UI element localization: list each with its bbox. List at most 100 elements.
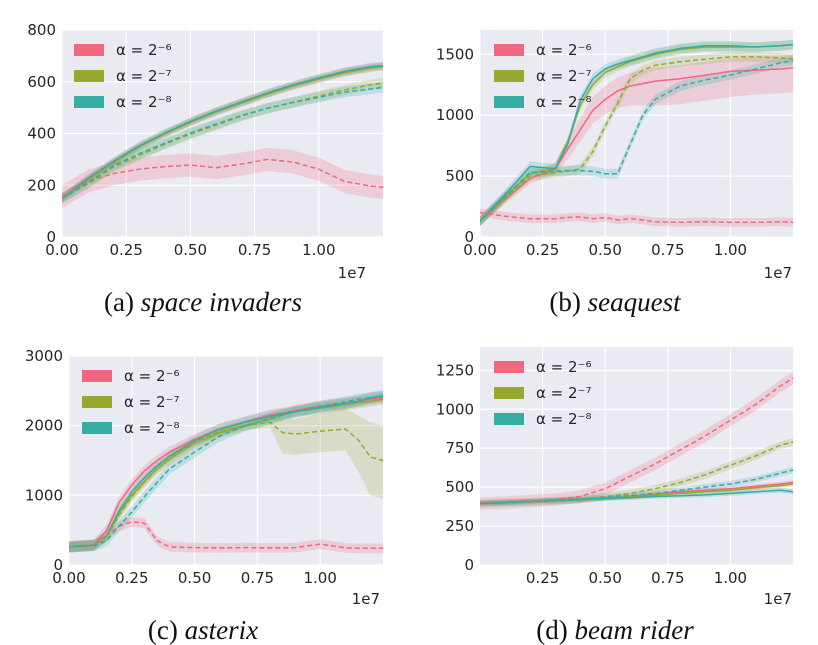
- legend-swatch-a6: [494, 361, 524, 373]
- legend-label-a8: α = 2⁻⁸: [116, 93, 171, 111]
- x-offset-label: 1e7: [352, 590, 380, 608]
- x-tick-label: 0.75: [241, 569, 274, 587]
- legend: α = 2⁻⁶ α = 2⁻⁷ α = 2⁻⁸: [494, 358, 591, 428]
- y-tick-label: 3000: [25, 347, 63, 365]
- x-tick-label: 0.25: [526, 569, 559, 587]
- series-band-a6-dashed: [62, 147, 383, 209]
- y-tick-label: 1000: [25, 486, 63, 504]
- plot-background: [480, 30, 793, 237]
- legend-swatch-a7: [494, 387, 524, 399]
- plot-background: [69, 356, 383, 565]
- x-tick-label: 0.00: [52, 569, 85, 587]
- series-line-a8-solid: [62, 64, 383, 199]
- panel-seaquest: (b) seaquest 1e7 0.00 0.25 0.50 0.75 1.00 0 50…: [436, 30, 793, 317]
- y-tick-label: 500: [445, 478, 474, 496]
- x-tick-label: 1.00: [714, 569, 747, 587]
- series-line-a8-solid: [480, 489, 793, 505]
- plot-area: [480, 39, 793, 227]
- y-tick-label: 750: [445, 439, 474, 457]
- caption: (b) seaquest: [549, 287, 682, 317]
- x-offset-label: 1e7: [764, 590, 792, 608]
- y-tick-label: 600: [27, 73, 56, 91]
- legend-label-a8: α = 2⁻⁸: [536, 410, 591, 428]
- series-line-a6-dashed: [62, 158, 383, 198]
- series-line-a8-dashed: [480, 469, 793, 505]
- y-tick-label: 2000: [25, 417, 63, 435]
- series-band-a6-solid: [480, 54, 793, 227]
- legend-swatch-a6: [494, 44, 524, 56]
- legend-label-a7: α = 2⁻⁷: [124, 393, 179, 411]
- x-offset-label: 1e7: [338, 264, 366, 282]
- legend-label-a6: α = 2⁻⁶: [116, 41, 171, 59]
- series-line-a8-solid: [69, 394, 383, 548]
- x-tick-label: 0.50: [178, 569, 211, 587]
- x-tick-label: 0.00: [45, 241, 78, 259]
- legend-swatch-a6: [82, 370, 112, 382]
- series-band-a6-solid: [480, 480, 793, 506]
- legend-swatch-a7: [494, 70, 524, 82]
- y-tick-label: 0: [46, 228, 56, 246]
- x-tick-label: 0.50: [174, 241, 207, 259]
- x-tick-label: 1.00: [303, 569, 336, 587]
- x-tick-label: 0.25: [526, 241, 559, 259]
- series-line-a6-solid: [480, 66, 793, 222]
- legend-label-a7: α = 2⁻⁷: [536, 384, 591, 402]
- x-tick-label: 1.00: [714, 241, 747, 259]
- x-tick-label: 1.00: [302, 241, 335, 259]
- y-tick-label: 0: [464, 556, 474, 574]
- plot-background: [480, 347, 793, 565]
- series-line-a7-dashed: [480, 441, 793, 505]
- y-tick-label: 1000: [436, 400, 474, 418]
- y-tick-label: 500: [445, 167, 474, 185]
- series-band-a7-dashed: [69, 408, 383, 552]
- plot-area: [69, 390, 383, 554]
- caption: (d) beam rider: [536, 615, 694, 645]
- legend-label-a8: α = 2⁻⁸: [536, 93, 591, 111]
- caption: (a) space invaders: [104, 287, 302, 317]
- x-tick-label: 0.25: [115, 569, 148, 587]
- y-tick-label: 1250: [436, 361, 474, 379]
- x-offset-label: 1e7: [764, 264, 792, 282]
- legend: α = 2⁻⁶ α = 2⁻⁷ α = 2⁻⁸: [82, 367, 179, 437]
- series-line-a7-dashed: [480, 56, 793, 222]
- panel-asterix: (c) asterix 1e7 0.00 0.25 0.50 0.75 1.00 0 100…: [25, 347, 383, 645]
- series-line-a7-dashed: [62, 82, 383, 199]
- legend-swatch-a8: [494, 413, 524, 425]
- y-tick-label: 1000: [436, 106, 474, 124]
- series-line-a8-solid: [480, 43, 793, 222]
- y-tick-label: 800: [27, 21, 56, 39]
- legend-label-a6: α = 2⁻⁶: [536, 41, 591, 59]
- y-tick-label: 0: [53, 556, 63, 574]
- x-tick-label: 0.75: [651, 569, 684, 587]
- series-band-a8-solid: [69, 390, 383, 553]
- plot-area: [62, 61, 383, 209]
- series-line-a8-dashed: [69, 395, 383, 548]
- series-band-a7-dashed: [62, 77, 383, 204]
- y-tick-label: 250: [445, 517, 474, 535]
- series-line-a8-dashed: [62, 86, 383, 199]
- y-tick-label: 400: [27, 125, 56, 143]
- series-band-a7-dashed: [480, 438, 793, 508]
- x-tick-label: 0.25: [109, 241, 142, 259]
- legend: α = 2⁻⁶ α = 2⁻⁷ α = 2⁻⁸: [494, 41, 591, 111]
- series-line-a7-solid: [480, 43, 793, 222]
- series-band-a8-dashed: [62, 82, 383, 204]
- series-line-a6-dashed: [480, 377, 793, 505]
- legend: α = 2⁻⁶ α = 2⁻⁷ α = 2⁻⁸: [74, 41, 171, 111]
- series-band-a6-dashed: [69, 516, 383, 554]
- y-tick-label: 1500: [436, 45, 474, 63]
- panel-beam-rider: (d) beam rider 1e7 0.25 0.50 0.75 1.00 0 250 5…: [436, 347, 793, 645]
- series-line-a7-dashed: [69, 421, 383, 548]
- legend-swatch-a8: [82, 422, 112, 434]
- x-tick-label: 0.50: [588, 241, 621, 259]
- series-line-a7-solid: [62, 65, 383, 199]
- panel-space-invaders: (a) space invaders 1e7 0.00 0.25 0.50 0.75 1…: [27, 21, 383, 317]
- legend-label-a8: α = 2⁻⁸: [124, 419, 179, 437]
- series-line-a6-dashed: [480, 211, 793, 224]
- legend-swatch-a8: [74, 96, 104, 108]
- legend-swatch-a7: [82, 396, 112, 408]
- legend-swatch-a7: [74, 70, 104, 82]
- plot-area: [480, 371, 793, 510]
- x-tick-label: 0.75: [238, 241, 271, 259]
- series-line-a7-solid: [69, 398, 383, 548]
